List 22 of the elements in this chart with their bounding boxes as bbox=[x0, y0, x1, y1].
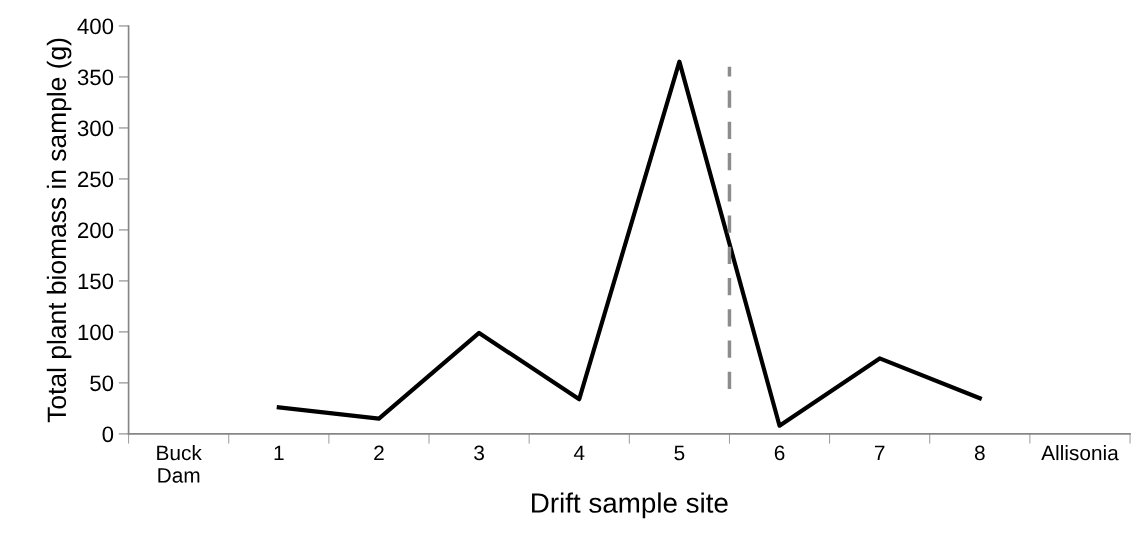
x-tick-label: 6 bbox=[774, 445, 785, 461]
y-tick-label: 0 bbox=[102, 426, 114, 443]
x-tick-label: 4 bbox=[573, 445, 585, 461]
x-tick-label: 7 bbox=[874, 445, 885, 461]
x-tick-label: 1 bbox=[274, 445, 284, 461]
y-tick-label: 400 bbox=[77, 18, 114, 35]
y-tick-label: 200 bbox=[78, 222, 114, 239]
y-axis-title: Total plant biomass in sample (g) bbox=[46, 38, 72, 423]
y-tick-label: 300 bbox=[77, 120, 114, 137]
x-tick-label: 8 bbox=[974, 445, 985, 461]
y-tick-label: 350 bbox=[77, 69, 114, 86]
y-tick-label: 100 bbox=[78, 324, 114, 341]
x-axis-title: Drift sample site bbox=[532, 492, 728, 519]
line-series bbox=[276, 59, 982, 428]
x-tick-label: Buck Dam bbox=[157, 444, 202, 483]
y-tick-label: 50 bbox=[90, 375, 114, 392]
x-tick-label: 2 bbox=[374, 445, 384, 461]
x-tick-label: 5 bbox=[674, 445, 685, 461]
x-tick-label: Allisonia bbox=[1041, 444, 1119, 461]
x-tick-label: 3 bbox=[474, 445, 484, 461]
y-tick-label: 150 bbox=[78, 273, 114, 290]
y-tick-label: 250 bbox=[78, 171, 114, 188]
